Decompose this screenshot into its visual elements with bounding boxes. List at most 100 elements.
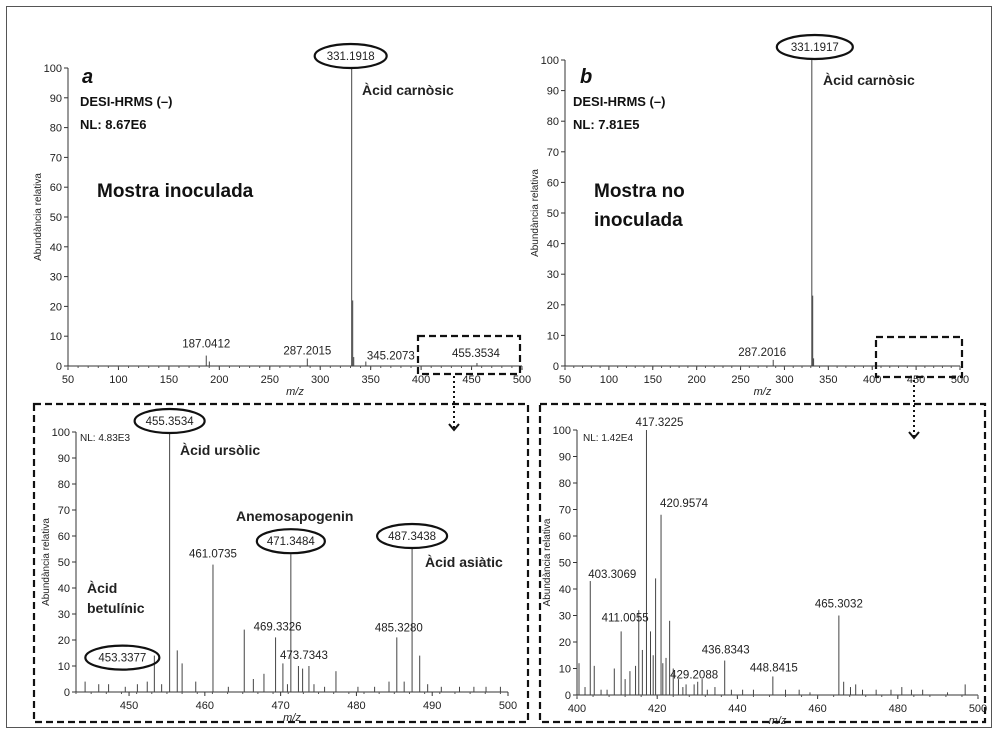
y-tick-label: 10 (58, 661, 70, 673)
x-tick-label: 450 (907, 374, 925, 386)
compound-label: Àcid (87, 580, 117, 596)
y-tick-label: 20 (58, 635, 70, 647)
peak-label: 331.1917 (791, 42, 839, 54)
y-tick-label: 90 (50, 93, 62, 105)
peak-label: 473.7343 (280, 650, 328, 662)
y-tick-label: 10 (547, 330, 559, 342)
x-axis-label: m/z (283, 712, 301, 724)
nl-label: NL: 1.42E4 (583, 433, 633, 444)
x-tick-label: 400 (412, 374, 430, 386)
peak-label: 469.3326 (254, 621, 302, 633)
x-axis-label: m/z (286, 386, 304, 398)
x-tick-label: 400 (568, 703, 586, 715)
zoom-panel-frame (32, 402, 530, 724)
y-tick-label: 50 (58, 557, 70, 569)
peak-label: 411.0055 (602, 612, 649, 624)
peak-label: 287.2015 (283, 346, 331, 358)
peak-circle (133, 407, 206, 435)
x-tick-label: 300 (775, 374, 793, 386)
chart-b_zoom: 0 10 20 30 40 50 60 70 80 90 100 400 420 440 460 480 500… (542, 417, 987, 727)
sample-label: inoculada (594, 210, 683, 231)
x-tick-label: 150 (160, 374, 178, 386)
x-axis-label: m/z (754, 386, 772, 398)
peak-label: 461.0735 (189, 549, 237, 561)
y-axis-label: Abundància relativa (33, 173, 44, 261)
y-tick-label: 70 (547, 147, 559, 159)
panel-letter: a (82, 66, 93, 88)
figure-frame (6, 6, 992, 728)
y-tick-label: 70 (50, 152, 62, 164)
x-tick-label: 450 (120, 700, 138, 712)
peak-label: 187.0412 (182, 339, 230, 351)
y-tick-label: 60 (58, 531, 70, 543)
peak-label: 487.3438 (388, 531, 436, 543)
peak-label: 436.8343 (702, 645, 750, 657)
y-tick-label: 0 (56, 361, 62, 373)
y-tick-label: 90 (58, 453, 70, 465)
peak-label: 448.8415 (750, 662, 798, 674)
x-tick-label: 200 (210, 374, 228, 386)
peak-label: 420.9574 (660, 498, 709, 510)
peak-circle (775, 33, 854, 61)
zoom-arrow-head (448, 423, 460, 432)
y-tick-label: 30 (547, 269, 559, 281)
x-tick-label: 300 (311, 374, 329, 386)
peak-label: 417.3225 (635, 417, 683, 429)
x-tick-label: 250 (261, 374, 279, 386)
y-axis-label: Abundància relativa (41, 518, 52, 606)
peak-label: 345.2073 (367, 351, 415, 363)
x-tick-label: 470 (271, 700, 289, 712)
x-tick-label: 450 (462, 374, 480, 386)
y-tick-label: 90 (547, 86, 559, 98)
peak-circle (255, 528, 326, 555)
nl-label: NL: 4.83E3 (80, 433, 130, 444)
y-tick-label: 50 (559, 558, 571, 570)
sample-label: Mostra no (594, 181, 685, 202)
y-tick-label: 80 (547, 116, 559, 128)
x-tick-label: 350 (361, 374, 379, 386)
x-tick-label: 100 (109, 374, 127, 386)
x-tick-label: 460 (808, 703, 826, 715)
compound-label: Àcid carnòsic (362, 82, 454, 98)
x-tick-label: 100 (600, 374, 618, 386)
peak-circle (375, 522, 449, 550)
x-tick-label: 350 (819, 374, 837, 386)
peak-label: 485.3280 (375, 622, 423, 634)
y-tick-label: 100 (52, 427, 70, 439)
sample-label: Mostra inoculada (97, 181, 254, 202)
x-tick-label: 440 (728, 703, 746, 715)
y-tick-label: 30 (50, 272, 62, 284)
x-tick-label: 480 (347, 700, 365, 712)
y-tick-label: 20 (547, 300, 559, 312)
peak-label: 453.3377 (98, 653, 146, 665)
y-tick-label: 60 (547, 177, 559, 189)
y-tick-label: 30 (559, 611, 571, 623)
x-tick-label: 50 (559, 374, 571, 386)
y-axis-label: Abundància relativa (542, 518, 553, 606)
y-tick-label: 90 (559, 452, 571, 464)
y-tick-label: 70 (559, 505, 571, 517)
chart-b_top: 0 10 20 30 40 50 60 70 80 90 100 50 100 150 200 250 300 3… (530, 33, 969, 398)
peak-label: 429.2088 (670, 669, 718, 681)
peak-label: 471.3484 (267, 536, 316, 548)
nl-label: NL: 8.67E6 (80, 117, 146, 132)
chart-a_zoom: 0 10 20 30 40 50 60 70 80 90 100 450 460 470 480 490 500… (41, 407, 517, 724)
y-tick-label: 70 (58, 505, 70, 517)
y-tick-label: 40 (547, 239, 559, 251)
x-tick-label: 200 (687, 374, 705, 386)
peak-label: 455.3534 (146, 416, 195, 428)
x-tick-label: 250 (731, 374, 749, 386)
y-tick-label: 10 (559, 664, 571, 676)
y-tick-label: 50 (50, 212, 62, 224)
compound-label: betulínic (87, 600, 145, 616)
y-tick-label: 50 (547, 208, 559, 220)
x-tick-label: 500 (499, 700, 517, 712)
y-axis-label: Abundància relativa (530, 169, 541, 257)
y-tick-label: 80 (50, 123, 62, 135)
zoom-region-box (416, 334, 522, 376)
peak-label: 465.3032 (815, 599, 863, 611)
x-tick-label: 150 (644, 374, 662, 386)
zoom-region-box (874, 335, 964, 379)
peak-label: 331.1918 (327, 51, 375, 63)
